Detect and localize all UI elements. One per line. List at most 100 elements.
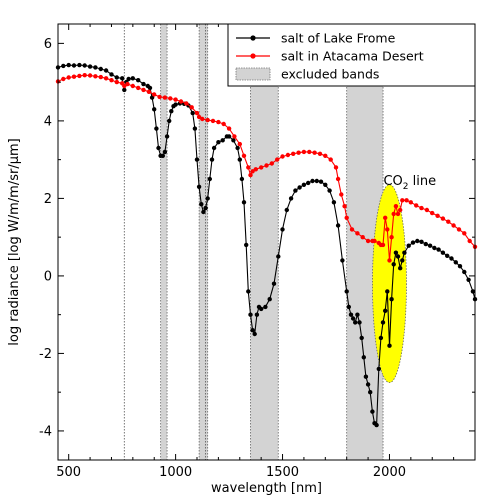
series-1-point-90 bbox=[462, 231, 467, 236]
series-0-point-45 bbox=[209, 157, 215, 162]
series-0-point-90 bbox=[359, 335, 364, 341]
series-0-point-3 bbox=[71, 63, 77, 68]
series-1-point-63 bbox=[360, 235, 365, 240]
series-0-point-92 bbox=[363, 374, 369, 379]
series-0-point-124 bbox=[462, 269, 467, 275]
series-0-point-50 bbox=[226, 134, 232, 139]
series-1-point-23 bbox=[173, 97, 178, 102]
series-0-point-68 bbox=[280, 227, 285, 232]
excluded-band-2 bbox=[250, 24, 279, 460]
series-0-point-79 bbox=[327, 188, 332, 193]
series-1-point-8 bbox=[98, 74, 104, 80]
excluded-band-0 bbox=[160, 24, 168, 460]
vertical-lines-layer bbox=[123, 24, 206, 460]
series-1-point-5 bbox=[82, 73, 87, 78]
series-1-point-75 bbox=[393, 204, 399, 209]
series-0-point-27 bbox=[162, 149, 168, 155]
series-1-point-79 bbox=[404, 198, 409, 203]
series-0-point-38 bbox=[194, 157, 200, 162]
series-0-point-23 bbox=[154, 126, 159, 131]
series-0-point-81 bbox=[335, 223, 341, 228]
series-0-point-121 bbox=[449, 256, 454, 261]
series-0-point-51 bbox=[231, 138, 236, 143]
series-0-point-78 bbox=[323, 182, 328, 187]
co2-annotation-sub: 2 bbox=[403, 182, 409, 192]
series-0-point-109 bbox=[400, 258, 405, 263]
series-0-point-22 bbox=[152, 107, 157, 112]
legend-label-lake-frome: salt of Lake Frome bbox=[281, 31, 396, 46]
co2-annotation-main: CO bbox=[383, 174, 402, 189]
series-0-point-112 bbox=[410, 240, 416, 245]
series-0-point-18 bbox=[141, 81, 146, 87]
series-1-point-69 bbox=[380, 242, 386, 248]
series-0-point-5 bbox=[82, 63, 87, 68]
series-0-point-118 bbox=[436, 247, 441, 252]
series-1-point-21 bbox=[162, 95, 168, 100]
series-1-point-61 bbox=[349, 227, 355, 232]
series-1-point-91 bbox=[467, 238, 472, 244]
legend: salt of Lake Frome salt in Atacama Deser… bbox=[227, 23, 476, 87]
series-1-point-59 bbox=[342, 204, 347, 209]
series-1-point-77 bbox=[398, 207, 403, 213]
series-1-point-11 bbox=[114, 79, 120, 85]
series-1-point-42 bbox=[259, 165, 264, 170]
series-1-point-16 bbox=[136, 85, 141, 91]
series-1-point-62 bbox=[355, 231, 360, 236]
series-1-point-3 bbox=[71, 74, 77, 79]
series-0-point-6 bbox=[87, 64, 93, 69]
series-1-point-73 bbox=[389, 235, 394, 240]
series-0-point-85 bbox=[348, 312, 354, 317]
series-0-point-97 bbox=[374, 422, 379, 428]
series-1-point-72 bbox=[387, 258, 392, 263]
y-tick-label-2: 0 bbox=[44, 269, 52, 284]
series-0-point-17 bbox=[136, 78, 141, 83]
series-0-point-126 bbox=[470, 289, 476, 294]
y-tick-label-5: 6 bbox=[44, 37, 52, 52]
y-tick-label-3: 2 bbox=[44, 192, 52, 207]
series-0-point-123 bbox=[457, 264, 463, 269]
series-1-point-78 bbox=[400, 198, 405, 203]
series-0-point-40 bbox=[199, 202, 204, 207]
series-1-point-43 bbox=[264, 163, 269, 168]
series-0-point-75 bbox=[310, 178, 315, 184]
series-0-point-87 bbox=[353, 320, 358, 325]
series-1-point-58 bbox=[339, 192, 344, 197]
series-0-point-89 bbox=[357, 320, 362, 325]
series-0-point-76 bbox=[314, 178, 319, 184]
series-0-point-102 bbox=[385, 289, 390, 294]
series-1-point-45 bbox=[275, 157, 280, 162]
series-1-point-53 bbox=[317, 151, 323, 156]
series-0-point-100 bbox=[380, 320, 386, 325]
series-1-point-66 bbox=[372, 238, 377, 244]
series-0-point-21 bbox=[149, 95, 155, 100]
series-1-point-80 bbox=[408, 200, 413, 205]
series-0-point-48 bbox=[220, 138, 225, 143]
series-0-point-108 bbox=[398, 266, 403, 271]
series-0-point-71 bbox=[293, 188, 298, 193]
series-0-point-29 bbox=[167, 118, 172, 124]
series-1-point-85 bbox=[435, 213, 440, 218]
x-tick-label-1: 1000 bbox=[159, 465, 192, 480]
series-1-point-40 bbox=[250, 169, 255, 174]
series-0-point-88 bbox=[355, 312, 360, 317]
series-0 bbox=[55, 62, 478, 428]
series-0-point-26 bbox=[160, 153, 165, 158]
y-tick-label-0: -4 bbox=[39, 424, 52, 439]
series-0-point-46 bbox=[211, 145, 217, 151]
co2-annotation: CO2 line bbox=[383, 174, 436, 192]
series-1-point-83 bbox=[424, 207, 430, 213]
x-axis-label: wavelength [nm] bbox=[211, 481, 322, 496]
series-0-point-104 bbox=[389, 297, 394, 302]
series-1-point-89 bbox=[456, 227, 462, 232]
series-0-point-1 bbox=[61, 63, 66, 69]
series-1-point-18 bbox=[146, 89, 152, 95]
x-tick-label-0: 500 bbox=[56, 465, 81, 480]
series-1-point-31 bbox=[210, 118, 216, 124]
legend-item-lake-frome: salt of Lake Frome bbox=[236, 31, 396, 46]
series-1-point-51 bbox=[307, 149, 312, 155]
series-1-point-25 bbox=[184, 101, 189, 106]
series-0-point-4 bbox=[77, 62, 82, 68]
series-1-point-37 bbox=[241, 153, 247, 158]
series-1-point-50 bbox=[301, 149, 307, 155]
series-0-point-105 bbox=[391, 262, 396, 267]
